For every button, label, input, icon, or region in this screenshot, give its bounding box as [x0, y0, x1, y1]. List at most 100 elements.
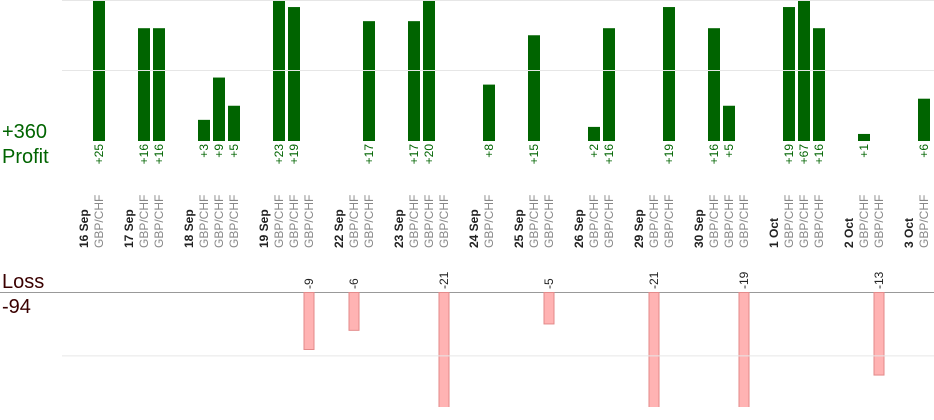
pair-label: GBP/CHF	[407, 195, 421, 248]
pair-label: GBP/CHF	[647, 195, 661, 248]
pair-label: GBP/CHF	[722, 195, 736, 248]
profit-bar	[783, 7, 795, 141]
value-label: +17	[407, 144, 421, 165]
profit-bar	[483, 84, 495, 141]
value-label: +8	[482, 144, 496, 158]
pair-label: GBP/CHF	[662, 195, 676, 248]
loss-bar	[648, 292, 660, 407]
value-label: -13	[872, 271, 886, 289]
loss-bar	[303, 292, 315, 350]
value-label: +2	[587, 144, 601, 158]
loss-title: Loss	[2, 271, 44, 293]
pair-label: GBP/CHF	[92, 195, 106, 248]
profit-bar	[363, 21, 375, 141]
loss-bar	[438, 292, 450, 407]
pair-label: GBP/CHF	[137, 195, 151, 248]
pair-label: GBP/CHF	[707, 195, 721, 248]
profit-total: +360	[2, 121, 47, 143]
profit-bar	[663, 7, 675, 141]
date-label: 1 Oct	[767, 218, 781, 248]
date-label: 30 Sep	[692, 209, 706, 248]
pair-label: GBP/CHF	[347, 195, 361, 248]
value-label: -5	[542, 278, 556, 289]
date-label: 2 Oct	[842, 218, 856, 248]
profit-bar	[213, 77, 225, 141]
pair-label: GBP/CHF	[872, 195, 886, 248]
date-label: 24 Sep	[467, 209, 481, 248]
profit-bar	[138, 28, 150, 141]
profit-bar	[228, 105, 240, 141]
value-label: +15	[527, 144, 541, 165]
pair-label: GBP/CHF	[857, 195, 871, 248]
value-label: +16	[812, 144, 826, 165]
value-label: +25	[92, 144, 106, 165]
profit-bar	[858, 133, 870, 141]
profit-bar	[198, 119, 210, 141]
profit-bar	[813, 28, 825, 141]
value-label: +20	[422, 144, 436, 165]
loss-bars	[303, 292, 885, 407]
date-label: 19 Sep	[257, 209, 271, 248]
profit-bar	[153, 28, 165, 141]
profit-title: Profit	[2, 146, 49, 168]
pair-label: GBP/CHF	[587, 195, 601, 248]
date-label: 16 Sep	[77, 209, 91, 248]
value-label: +16	[152, 144, 166, 165]
value-label: +19	[662, 144, 676, 165]
value-label: +16	[707, 144, 721, 165]
value-label: +3	[197, 144, 211, 158]
value-label: -6	[347, 278, 361, 289]
pair-label: GBP/CHF	[437, 195, 451, 248]
value-label: +16	[137, 144, 151, 165]
profit-bar	[723, 105, 735, 141]
profit-bar	[408, 21, 420, 141]
pair-label: GBP/CHF	[287, 195, 301, 248]
profit-bar	[918, 98, 930, 141]
value-label: +67	[797, 144, 811, 165]
pair-label: GBP/CHF	[152, 195, 166, 248]
date-label: 23 Sep	[392, 209, 406, 248]
value-label: +6	[917, 144, 931, 158]
pair-label: GBP/CHF	[812, 195, 826, 248]
loss-bar	[873, 292, 885, 376]
pair-label: GBP/CHF	[362, 195, 376, 248]
date-label: 29 Sep	[632, 209, 646, 248]
profit-bar	[708, 28, 720, 141]
pair-label: GBP/CHF	[797, 195, 811, 248]
value-label: +17	[362, 144, 376, 165]
date-label: 3 Oct	[902, 218, 916, 248]
pair-label: GBP/CHF	[542, 195, 556, 248]
date-label: 26 Sep	[572, 209, 586, 248]
date-label: 18 Sep	[182, 209, 196, 248]
pair-label: GBP/CHF	[527, 195, 541, 248]
value-label: +5	[722, 144, 736, 158]
profit-bar	[588, 126, 600, 141]
value-label: +5	[227, 144, 241, 158]
pair-label: GBP/CHF	[917, 195, 931, 248]
pair-label: GBP/CHF	[272, 195, 286, 248]
profit-bar	[528, 35, 540, 141]
loss-bar	[738, 292, 750, 407]
date-label: 25 Sep	[512, 209, 526, 248]
date-label: 22 Sep	[332, 209, 346, 248]
value-label: -21	[437, 271, 451, 289]
pair-label: GBP/CHF	[737, 195, 751, 248]
profit-bar	[603, 28, 615, 141]
value-label: +16	[602, 144, 616, 165]
value-label: +23	[272, 144, 286, 165]
value-label: -21	[647, 271, 661, 289]
loss-total: -94	[2, 296, 31, 318]
value-label: +1	[857, 144, 871, 158]
value-label: +19	[287, 144, 301, 165]
pair-label: GBP/CHF	[212, 195, 226, 248]
value-label: +9	[212, 144, 226, 158]
pair-label: GBP/CHF	[602, 195, 616, 248]
value-label: -19	[737, 271, 751, 289]
pair-label: GBP/CHF	[227, 195, 241, 248]
value-label: +19	[782, 144, 796, 165]
pair-label: GBP/CHF	[302, 195, 316, 248]
loss-bar	[543, 292, 555, 325]
date-label: 17 Sep	[122, 209, 136, 248]
